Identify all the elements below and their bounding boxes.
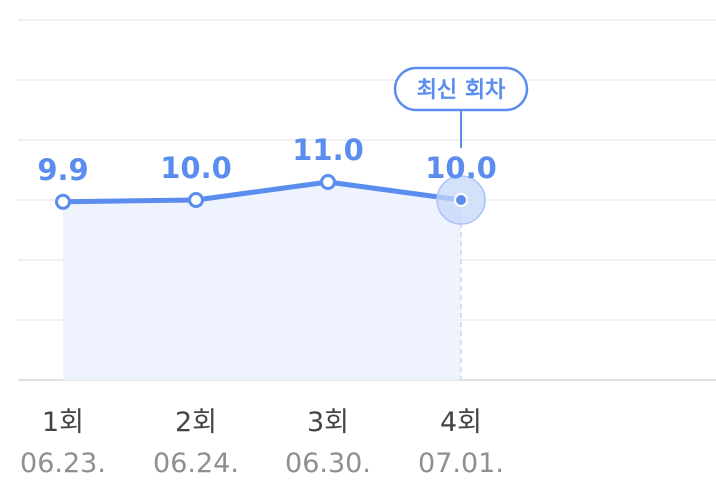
value-label: 10.0: [425, 151, 497, 185]
series-line: [60, 179, 464, 205]
x-tick-date: 06.23.: [20, 448, 106, 479]
data-point-latest: [454, 193, 468, 207]
value-labels: 9.9 10.0 11.0 10.0: [37, 133, 496, 187]
value-label: 11.0: [292, 133, 364, 167]
badge-box: [393, 66, 529, 112]
data-points: [55, 174, 486, 225]
x-tick-date: 06.30.: [285, 448, 371, 479]
x-tick-date: 06.24.: [153, 448, 239, 479]
x-tick-round: 1회: [42, 407, 84, 438]
data-point: [320, 174, 336, 190]
x-tick-round: 4회: [440, 407, 482, 438]
value-label: 9.9: [37, 153, 88, 187]
x-tick-round: 2회: [175, 407, 217, 438]
x-tick-date: 07.01.: [418, 448, 504, 479]
x-axis-labels: 1회 06.23. 2회 06.24. 3회 06.30. 4회 07.01.: [20, 407, 504, 479]
data-point: [55, 193, 71, 210]
data-point: [188, 192, 204, 208]
series-area: [63, 182, 461, 380]
latest-round-badge: 최신 회차: [393, 66, 529, 148]
badge-label: 최신 회차: [417, 78, 506, 103]
x-tick-round: 3회: [307, 407, 349, 438]
value-label: 10.0: [160, 151, 232, 185]
